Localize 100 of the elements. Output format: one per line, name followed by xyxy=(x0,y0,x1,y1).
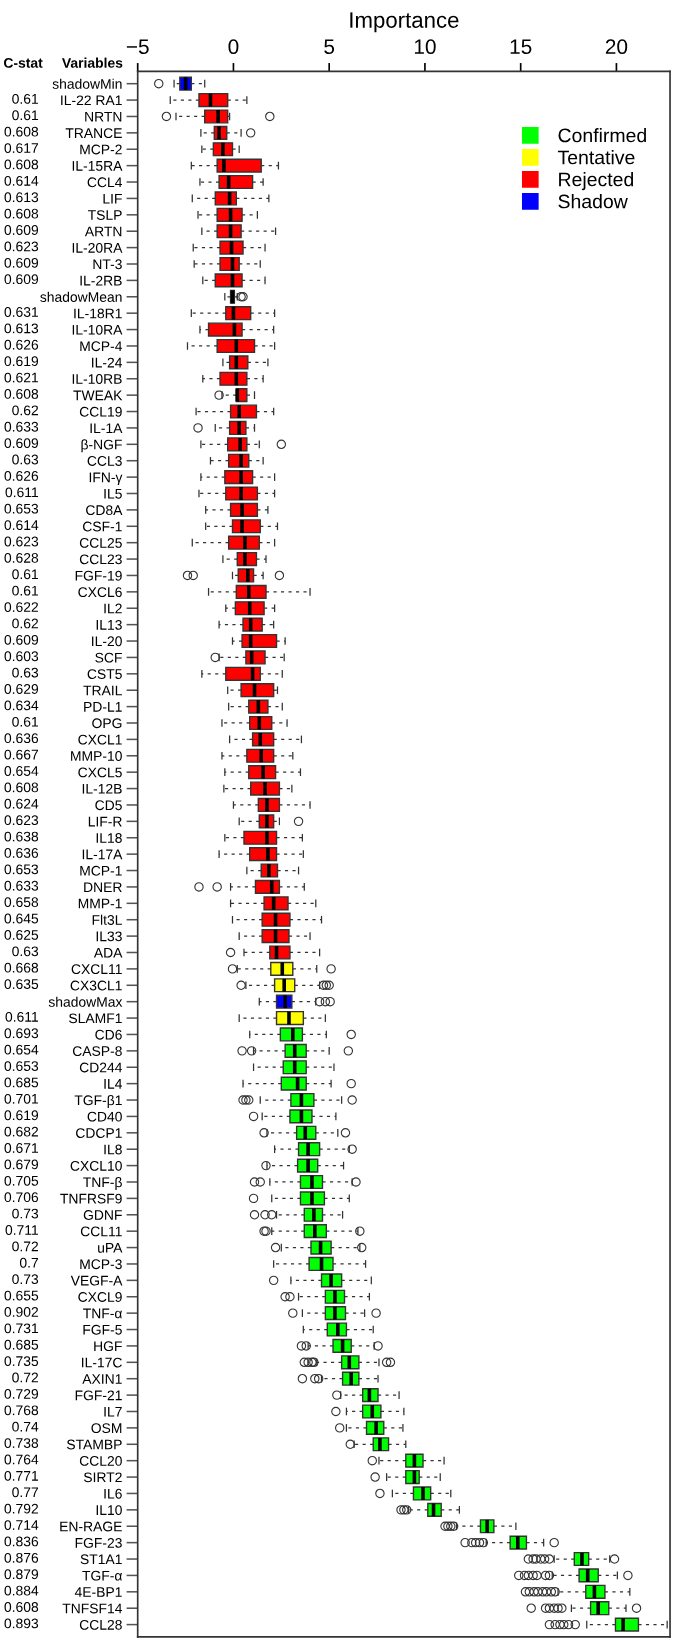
y2-tick-label: 0.614 xyxy=(4,175,39,186)
y-tick-label: VEGF-A xyxy=(70,1275,123,1286)
y-tick-label: IL-20 xyxy=(92,636,122,647)
y2-tick-label: 0.671 xyxy=(4,1143,39,1153)
y-tick-label: IL6 xyxy=(104,1488,122,1499)
y2-tick-label: 0.836 xyxy=(4,1536,39,1547)
y2-tick-label: 0.633 xyxy=(4,880,39,891)
y-tick-label: GDNF xyxy=(83,1210,122,1220)
x-tick-label: 15 xyxy=(510,39,532,55)
y2-tick-label: 0.714 xyxy=(4,1520,39,1530)
y2-tick-label: 0.62 xyxy=(12,405,39,416)
y2-tick-label: 0.679 xyxy=(4,1159,39,1170)
y-tick-label: TSLP xyxy=(88,210,122,220)
y2-tick-label: 0.623 xyxy=(4,241,39,252)
y2-tick-label: 0.77 xyxy=(12,1487,39,1498)
y2-tick-label: 0.623 xyxy=(4,815,39,826)
y2-tick-label: 0.655 xyxy=(4,1290,39,1301)
y2-tick-label: 0.609 xyxy=(4,274,39,285)
y2-tick-label: 0.611 xyxy=(5,1011,39,1022)
y-tick-label: CCL11 xyxy=(80,1226,122,1237)
y-axis-title: Variables xyxy=(61,57,123,68)
y-tick-label: IL-2RB xyxy=(80,275,122,286)
y2-tick-label: 0.72 xyxy=(12,1241,39,1252)
y-tick-label: CCL25 xyxy=(79,538,122,548)
y-tick-label: IL8 xyxy=(104,1144,122,1155)
y2-tick-label: 0.62 xyxy=(12,618,39,629)
y2-tick-label: 0.613 xyxy=(4,323,39,334)
y-tick-label: SCF xyxy=(95,652,122,663)
y2-tick-label: 0.884 xyxy=(4,1585,39,1596)
y-tick-label: IL-24 xyxy=(92,357,123,368)
y2-tick-label: 0.609 xyxy=(4,634,39,645)
y2-tick-label: 0.731 xyxy=(4,1323,39,1334)
y2-tick-label: 0.631 xyxy=(4,307,39,317)
x-axis-title: Importance xyxy=(350,12,459,33)
y-tick-label: IL4 xyxy=(104,1079,123,1089)
y-tick-label: CD5 xyxy=(95,800,122,811)
x-tick-label: 0 xyxy=(228,39,239,55)
y-tick-label: TGF-β1 xyxy=(74,1095,122,1108)
y-tick-label: IL-10RB xyxy=(72,374,122,384)
y2-tick-label: 0.603 xyxy=(4,651,39,662)
y-tick-label: IL-22 RA1 xyxy=(61,95,122,106)
y2-tick-label: 0.73 xyxy=(12,1274,39,1285)
y2-tick-label: 0.626 xyxy=(4,339,39,350)
y2-tick-label: 0.626 xyxy=(4,471,39,481)
y-tick-label: HGF xyxy=(94,1341,122,1352)
y-tick-label: FGF-23 xyxy=(75,1537,122,1548)
y-tick-label: IL-18R1 xyxy=(74,308,122,319)
y-tick-label: IL5 xyxy=(104,488,122,499)
y-tick-label: TWEAK xyxy=(73,390,123,401)
y-tick-label: IL-10RA xyxy=(72,324,123,335)
y2-tick-label: 0.613 xyxy=(4,192,39,203)
y-tick-label: shadowMax xyxy=(48,996,123,1007)
y2-tick-label: 0.608 xyxy=(4,389,39,399)
y2-tick-label: 0.706 xyxy=(4,1192,39,1203)
y2-tick-label: 0.654 xyxy=(4,766,39,776)
y-tick-label: CD40 xyxy=(87,1111,122,1122)
x-tick-label: 10 xyxy=(414,39,436,55)
y-tick-label: AXIN1 xyxy=(82,1374,122,1384)
y2-tick-label: 0.608 xyxy=(4,208,39,219)
y2-tick-label: 0.63 xyxy=(12,454,39,465)
y-tick-label: PD-L1 xyxy=(84,702,122,712)
y-tick-label: FGF-21 xyxy=(75,1390,122,1401)
y-tick-label: IL18 xyxy=(96,833,122,843)
y-tick-label: TGF-α xyxy=(82,1570,123,1581)
y2-tick-label: 0.608 xyxy=(4,159,39,170)
y-tick-label: CCL3 xyxy=(87,456,122,466)
y-tick-label: TNF-β xyxy=(83,1176,122,1190)
y2-tick-label: 0.668 xyxy=(4,962,39,973)
y-tick-label: uPA xyxy=(98,1243,123,1253)
y-tick-label: EN-RAGE xyxy=(60,1521,122,1532)
y-tick-label: TNFSF14 xyxy=(62,1603,123,1614)
y2-tick-label: 0.771 xyxy=(4,1470,39,1481)
y-tick-label: MCP-2 xyxy=(80,144,122,155)
y-tick-label: CXCL11 xyxy=(71,964,122,975)
x-tick-label: 5 xyxy=(324,39,335,55)
y-tick-label: OSM xyxy=(91,1423,122,1434)
y2-tick-label: 0.729 xyxy=(4,1389,39,1399)
y-tick-label: NT-3 xyxy=(93,259,122,270)
legend-label: Shadow xyxy=(558,194,628,209)
y2-tick-label: 0.7 xyxy=(19,1257,39,1268)
y2-tick-label: 0.701 xyxy=(4,1093,39,1104)
y2-tick-label: 0.738 xyxy=(4,1438,39,1449)
y2-tick-label: 0.74 xyxy=(12,1421,39,1432)
y2-tick-label: 0.735 xyxy=(4,1356,39,1367)
y2-tick-label: 0.792 xyxy=(4,1503,39,1514)
y-tick-label: IL-17C xyxy=(82,1357,122,1368)
y-tick-label: 4E-BP1 xyxy=(74,1587,122,1597)
y-tick-label: CSF-1 xyxy=(83,521,122,532)
y-tick-label: Flt3L xyxy=(92,914,122,925)
y-tick-label: MMP-1 xyxy=(78,898,122,909)
y2-tick-label: 0.628 xyxy=(4,552,39,563)
y-tick-label: CDCP1 xyxy=(76,1128,122,1138)
y-tick-label: CD244 xyxy=(79,1062,123,1073)
y-tick-label: MCP-4 xyxy=(80,341,123,352)
y-tick-label: ST1A1 xyxy=(80,1554,122,1565)
y-tick-label: shadowMin xyxy=(52,78,122,89)
y-tick-label: IL-17A xyxy=(82,849,123,860)
y-tick-label: β-NGF xyxy=(81,439,122,453)
x-tick-label: 20 xyxy=(605,39,628,55)
legend-label: Rejected xyxy=(559,172,634,191)
